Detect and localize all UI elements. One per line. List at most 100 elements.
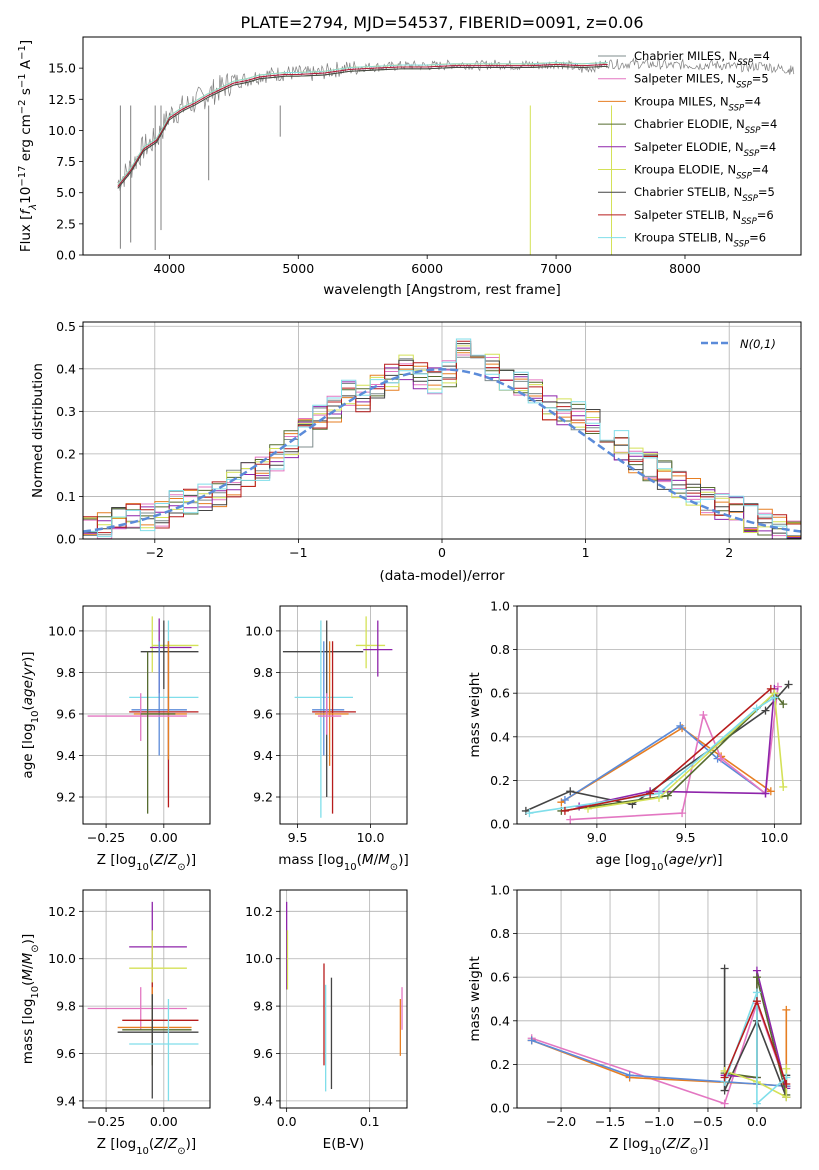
- axes-frame: [279, 605, 408, 825]
- mass-weight-marker: [770, 693, 779, 702]
- tick-label-x: −0.25: [87, 1114, 125, 1129]
- axes-frame: [82, 36, 802, 256]
- axis-label-part: 10: [30, 711, 41, 724]
- axis-label-part: /: [676, 1136, 681, 1152]
- mass-weight-marker: [527, 1036, 536, 1045]
- tick-label-x: 0.0: [747, 1114, 767, 1129]
- y-axis-label: Normed distribution: [30, 363, 46, 498]
- axis-label-part: (: [663, 852, 668, 868]
- axis-label-part: (: [20, 705, 36, 710]
- gaussian-reference-line: [83, 368, 801, 533]
- axis-label-part: (: [149, 852, 154, 868]
- axis-label-part: mass [log: [20, 999, 36, 1065]
- axis-label-part: Flux [: [18, 215, 34, 253]
- tick-label-x: −1.5: [595, 1114, 625, 1129]
- tick-label-y: 10.2: [245, 904, 273, 919]
- axes-frame: [516, 889, 802, 1109]
- tick-label-y: 10.0: [48, 623, 76, 638]
- axes-frame: [279, 889, 408, 1109]
- plot-area: [285, 901, 403, 1092]
- legend-label: Salpeter STELIB, NSSP=6: [634, 208, 774, 227]
- x-axis-label: mass [log10(M/M⊙)]: [278, 852, 408, 873]
- tick-label-y: 0.4: [490, 729, 510, 744]
- mass-weight-marker: [766, 684, 775, 693]
- axis-label-part: Z: [666, 1136, 677, 1152]
- tick-label-y: 9.8: [56, 999, 76, 1014]
- x-axis-label: wavelength [Angstrom, rest frame]: [323, 282, 561, 298]
- axis-label-part: −17: [17, 166, 28, 187]
- x-axis-label: Z [log10(Z/Z⊙)]: [97, 852, 196, 873]
- tick-label-y: 0.3: [56, 404, 76, 419]
- axis-label-part: 10: [18, 187, 34, 204]
- axis-label-part: 10: [649, 1146, 662, 1157]
- axis-label-part: f: [18, 208, 34, 215]
- axis-label-part: 10: [136, 862, 149, 873]
- tick-label-y: 9.4: [56, 748, 76, 763]
- plot-area: [117, 57, 795, 255]
- tick-label-x: −2: [146, 545, 164, 560]
- axis-label-part: (: [20, 981, 36, 986]
- mass-weight-marker: [720, 1073, 729, 1082]
- axes-frame: [82, 889, 211, 1109]
- legend-label: Kroupa MILES, NSSP=4: [634, 94, 761, 113]
- x-axis-label: age [log10(age/yr)]: [595, 852, 722, 873]
- mass-weight-marker: [560, 806, 569, 815]
- axis-label-part: /: [374, 852, 379, 868]
- axis-label-part: ⊙: [177, 862, 185, 873]
- y-axis-label: mass weight: [467, 956, 483, 1041]
- tick-label-y: 0.1: [56, 489, 76, 504]
- panel-age-vs-Z: −0.25 0.009.29.49.69.810.0Z [log10(Z/Z⊙)]…: [20, 605, 211, 873]
- tick-label-x: 7000: [540, 261, 572, 276]
- legend-spectrum: Chabrier MILES, NSSP=4 Salpeter MILES, NS…: [598, 49, 777, 250]
- tick-label-y: 9.8: [253, 999, 273, 1014]
- x-axis-label: Z [log10(Z/Z⊙)]: [97, 1136, 196, 1157]
- axis-label-part: 10: [30, 986, 41, 999]
- mass-weight-line: [560, 727, 772, 803]
- plot-area: [87, 616, 199, 814]
- tick-label-y: 0.5: [56, 319, 76, 334]
- axis-label-part: )]: [186, 852, 197, 868]
- plot-area: [282, 616, 393, 818]
- y-axis-label: mass weight: [467, 672, 483, 757]
- tick-label-x: 1: [582, 545, 590, 560]
- tick-label-y: 10.0: [245, 623, 273, 638]
- plot-area: [527, 964, 791, 1108]
- tick-label-y: 15.0: [48, 61, 76, 76]
- axis-label-part: )]: [398, 852, 409, 868]
- mass-weight-marker: [720, 1086, 729, 1095]
- tick-label-y: 5.0: [56, 185, 76, 200]
- tick-label-y: 10.0: [245, 951, 273, 966]
- mass-weight-marker: [782, 1064, 791, 1073]
- axis-label-part: /: [20, 675, 36, 680]
- tick-label-y: 9.6: [253, 1046, 273, 1061]
- axes-frame: [82, 605, 211, 825]
- mass-weight-marker: [678, 809, 687, 818]
- tick-label-y: 9.2: [253, 790, 273, 805]
- axis-label-part: Z: [167, 852, 178, 868]
- tick-label-x: −0.25: [87, 830, 125, 845]
- axes-frame: [82, 321, 802, 540]
- tick-label-y: 0.0: [56, 532, 76, 547]
- panel-spectrum: 4000 5000 6000 7000 8000 0.0 2.5 5.0 7.5 10.0 12.5…: [17, 36, 802, 298]
- legend-label: Chabrier STELIB, NSSP=5: [634, 185, 775, 204]
- tick-label-x: −0.5: [693, 1114, 723, 1129]
- mass-weight-marker: [752, 704, 761, 713]
- axis-label-part: age: [20, 680, 36, 705]
- mass-weight-marker: [782, 1080, 791, 1089]
- tick-label-y: 2.5: [56, 216, 76, 231]
- tick-label-y: 0.0: [56, 248, 76, 263]
- axis-label-part: )]: [698, 1136, 709, 1152]
- legend-label: Chabrier MILES, NSSP=4: [634, 49, 770, 68]
- tick-label-y: 0.6: [490, 686, 510, 701]
- axis-label-part: age: [669, 852, 694, 868]
- mass-weight-marker: [717, 754, 726, 763]
- tick-label-y: 9.2: [56, 790, 76, 805]
- axis-label-part: yr: [697, 852, 713, 868]
- tick-label-y: 0.0: [490, 1101, 510, 1116]
- panel-massweight-vs-Z: −2.0 −1.5 −1.0 −0.5 0.0 0.0 0.2 0.4 0.6 0.8 1.0 Z […: [467, 883, 802, 1157]
- tick-label-y: 0.0: [490, 817, 510, 832]
- axis-label-part: ⊙: [690, 1146, 698, 1157]
- model-spectrum-line: [117, 63, 608, 187]
- plot-area: [87, 901, 199, 1101]
- axis-label-part: Z: [153, 852, 164, 868]
